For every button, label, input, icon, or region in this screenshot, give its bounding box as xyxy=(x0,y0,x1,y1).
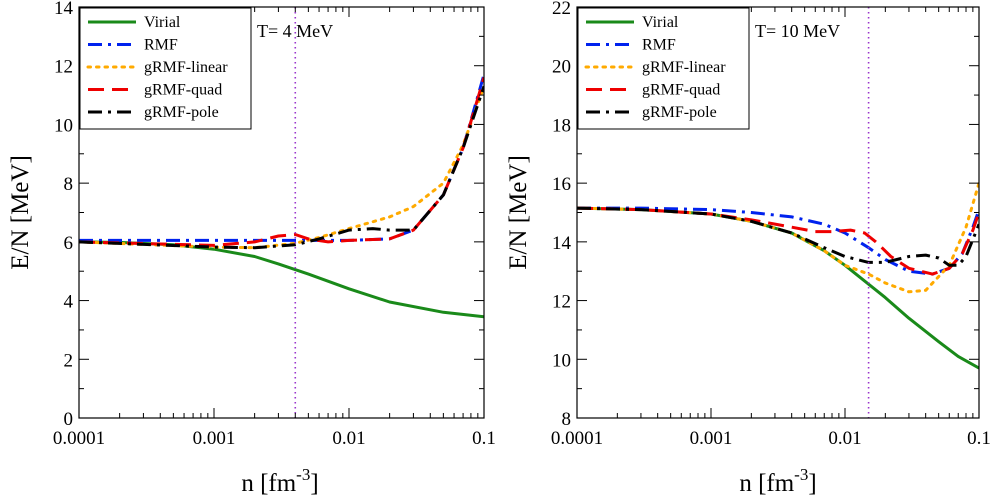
y-tick-label: 20 xyxy=(552,57,571,78)
legend-label: gRMF-quad xyxy=(144,82,222,99)
y-tick-label: 16 xyxy=(552,174,571,195)
series-line-grmf-linear xyxy=(577,181,979,294)
temperature-annotation: T= 10 MeV xyxy=(755,21,840,41)
y-tick-label: 12 xyxy=(552,292,571,313)
series-group xyxy=(79,74,484,319)
x-tick-label: 0.01 xyxy=(828,428,861,449)
temperature-annotation: T= 4 MeV xyxy=(257,21,333,41)
y-axis-title: E/N [MeV] xyxy=(7,155,34,270)
y-tick-label: 18 xyxy=(552,115,571,136)
y-tick-label: 4 xyxy=(64,292,74,313)
series-line-rmf xyxy=(577,206,979,276)
x-tick-label: 0.0001 xyxy=(53,428,105,449)
series-line-grmf-quad xyxy=(577,206,979,276)
series-line-virial xyxy=(79,240,484,319)
series-line-grmf-pole xyxy=(577,206,979,267)
legend-label: RMF xyxy=(144,37,178,54)
x-tick-label: 0.0001 xyxy=(551,428,603,449)
x-tick-label: 0.001 xyxy=(690,428,733,449)
series-line-virial xyxy=(577,206,979,370)
legend-label: gRMF-pole xyxy=(642,104,717,121)
x-tick-label: 0.01 xyxy=(332,428,365,449)
legend-box xyxy=(577,7,750,130)
y-tick-label: 14 xyxy=(552,233,572,254)
legend-box xyxy=(79,7,252,130)
y-tick-label: 14 xyxy=(54,0,74,19)
y-tick-label: 0 xyxy=(64,409,74,430)
legend-label: Virial xyxy=(144,14,181,31)
x-axis-title: n [fm-3] xyxy=(241,465,318,497)
y-tick-label: 10 xyxy=(552,350,571,371)
y-tick-label: 12 xyxy=(54,57,73,78)
series-group xyxy=(577,181,979,370)
legend-label: Virial xyxy=(642,14,679,31)
legend-label: gRMF-linear xyxy=(642,59,726,76)
x-tick-label: 0.001 xyxy=(193,428,236,449)
y-tick-label: 10 xyxy=(54,115,73,136)
legend-label: gRMF-quad xyxy=(642,82,720,99)
y-tick-label: 22 xyxy=(552,0,571,19)
chart-panel-1: 0.0001 0.001 0.01 0.1 0 2 4 6 8 10 12 14 E/N [MeV] n … xyxy=(7,0,496,497)
chart-panel-2: 0.0001 0.001 0.01 0.1 8 10 12 14 16 18 20 22 E/N [Me… xyxy=(505,0,991,497)
legend-label: gRMF-linear xyxy=(144,59,228,76)
y-axis-title: E/N [MeV] xyxy=(505,155,532,270)
x-axis-title: n [fm-3] xyxy=(739,465,816,497)
y-tick-label: 8 xyxy=(562,409,572,430)
legend-label: gRMF-pole xyxy=(144,104,219,121)
y-tick-label: 2 xyxy=(64,350,74,371)
x-tick-label: 0.1 xyxy=(967,428,991,449)
y-tick-label: 8 xyxy=(64,174,74,195)
y-tick-label: 6 xyxy=(64,233,74,254)
x-tick-label: 0.1 xyxy=(472,428,496,449)
legend-label: RMF xyxy=(642,37,676,54)
